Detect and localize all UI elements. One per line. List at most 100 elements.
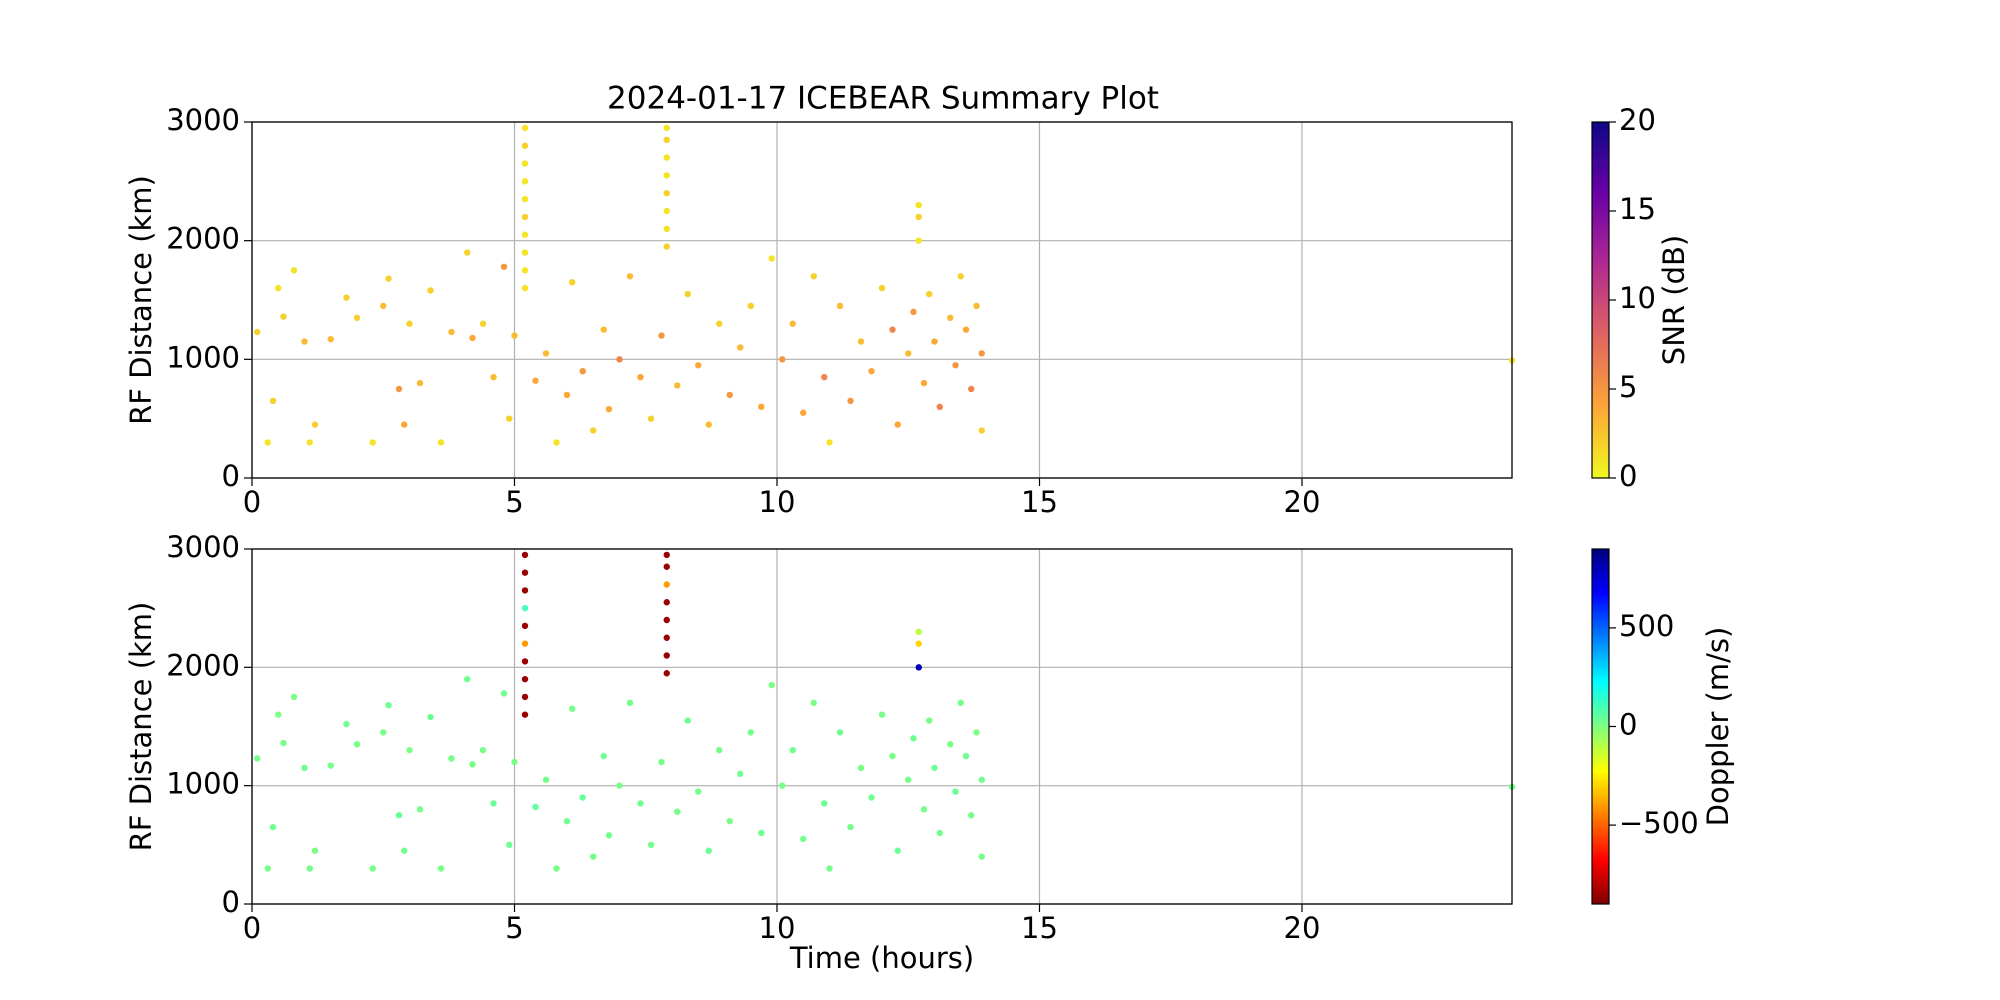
- point: [521, 622, 529, 630]
- point: [836, 302, 844, 310]
- point: [542, 350, 550, 357]
- point: [663, 634, 670, 641]
- y-tick-label: 2000: [166, 222, 240, 256]
- point: [905, 350, 912, 357]
- point: [306, 865, 313, 872]
- point: [800, 409, 807, 416]
- point: [521, 693, 529, 701]
- point: [915, 237, 922, 244]
- x-tick-label: 5: [505, 911, 523, 945]
- point: [521, 231, 529, 238]
- y-axis-label: RF Distance (km): [124, 175, 158, 425]
- colorbar-tick-label: −500: [1619, 806, 1699, 840]
- point: [311, 847, 319, 854]
- point: [406, 746, 413, 754]
- point: [978, 427, 985, 434]
- point: [758, 829, 765, 837]
- point: [779, 356, 786, 363]
- point: [695, 362, 702, 369]
- point: [889, 752, 896, 760]
- point: [464, 675, 471, 683]
- point: [684, 290, 691, 298]
- point: [521, 551, 529, 559]
- point: [416, 806, 424, 813]
- point: [889, 326, 896, 333]
- point: [521, 267, 529, 274]
- point: [385, 275, 392, 282]
- point: [563, 391, 571, 399]
- y-tick-label: 2000: [166, 648, 240, 682]
- point: [532, 803, 539, 811]
- point: [464, 249, 471, 256]
- point: [926, 290, 933, 298]
- point: [616, 356, 623, 363]
- point: [674, 382, 681, 389]
- point: [973, 302, 980, 310]
- point: [915, 664, 922, 671]
- point: [962, 752, 970, 760]
- x-tick-label: 15: [1021, 911, 1058, 945]
- point: [663, 225, 670, 232]
- point: [521, 569, 529, 576]
- point: [269, 397, 277, 405]
- colorbar-tick-label: 10: [1619, 281, 1656, 315]
- point: [962, 326, 970, 333]
- point: [768, 255, 775, 262]
- point: [395, 385, 403, 393]
- point: [647, 415, 655, 422]
- point: [705, 421, 712, 428]
- point: [269, 823, 277, 831]
- point: [779, 782, 786, 789]
- colorbar-tick-label: 0: [1619, 708, 1637, 742]
- point: [395, 812, 403, 819]
- point: [521, 249, 529, 256]
- point: [553, 865, 560, 872]
- point: [663, 124, 670, 132]
- x-tick-label: 5: [505, 485, 523, 519]
- point: [506, 841, 513, 849]
- point: [511, 758, 518, 766]
- point: [847, 823, 854, 831]
- point: [579, 794, 586, 801]
- point: [826, 865, 833, 872]
- point: [521, 711, 529, 718]
- point: [868, 794, 875, 801]
- point: [663, 670, 670, 677]
- point: [978, 776, 985, 783]
- point: [490, 373, 497, 381]
- point: [275, 284, 282, 292]
- point: [915, 201, 922, 209]
- point: [894, 847, 901, 854]
- point: [490, 800, 497, 807]
- x-tick-label: 15: [1021, 485, 1058, 519]
- point: [448, 755, 455, 762]
- point: [716, 320, 723, 327]
- point: [878, 284, 886, 292]
- point: [826, 439, 833, 446]
- point: [353, 314, 361, 321]
- point: [800, 835, 807, 843]
- x-tick-label: 20: [1284, 485, 1321, 519]
- point: [521, 640, 529, 647]
- point: [254, 755, 261, 762]
- colorbar: [1591, 548, 1610, 905]
- point: [978, 853, 985, 860]
- point: [254, 328, 261, 336]
- point: [327, 762, 334, 769]
- point: [521, 658, 529, 665]
- point: [427, 287, 434, 294]
- point: [448, 328, 455, 336]
- point: [521, 284, 529, 292]
- point: [920, 806, 928, 813]
- point: [626, 273, 634, 280]
- point: [894, 421, 901, 428]
- x-tick-label: 20: [1284, 911, 1321, 945]
- point: [521, 604, 529, 612]
- x-tick-label: 0: [243, 485, 261, 519]
- point: [821, 373, 828, 381]
- point: [952, 362, 959, 369]
- point: [280, 739, 287, 747]
- colorbar-tick-label: 0: [1619, 459, 1637, 493]
- point: [380, 729, 387, 736]
